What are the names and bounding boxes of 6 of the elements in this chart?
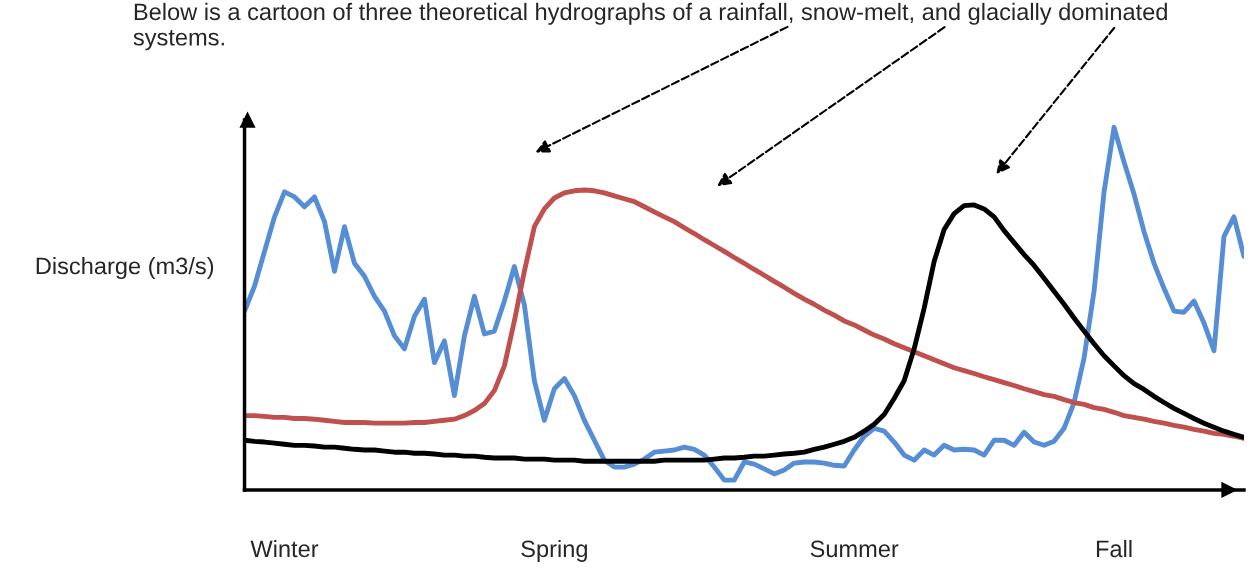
- y-axis-title: Discharge (m3/s): [36, 256, 214, 279]
- x-tick-label: Winter: [250, 539, 319, 558]
- text: Below is a cartoon of three theoretical hydrographs of a rainfall, snow-melt, and glacially dominated systems.: [133, 2, 1167, 51]
- x-tick-label: Summer: [810, 540, 899, 558]
- x-tick-label: Spring: [521, 539, 587, 562]
- x-tick-label: Fall: [1096, 539, 1132, 558]
